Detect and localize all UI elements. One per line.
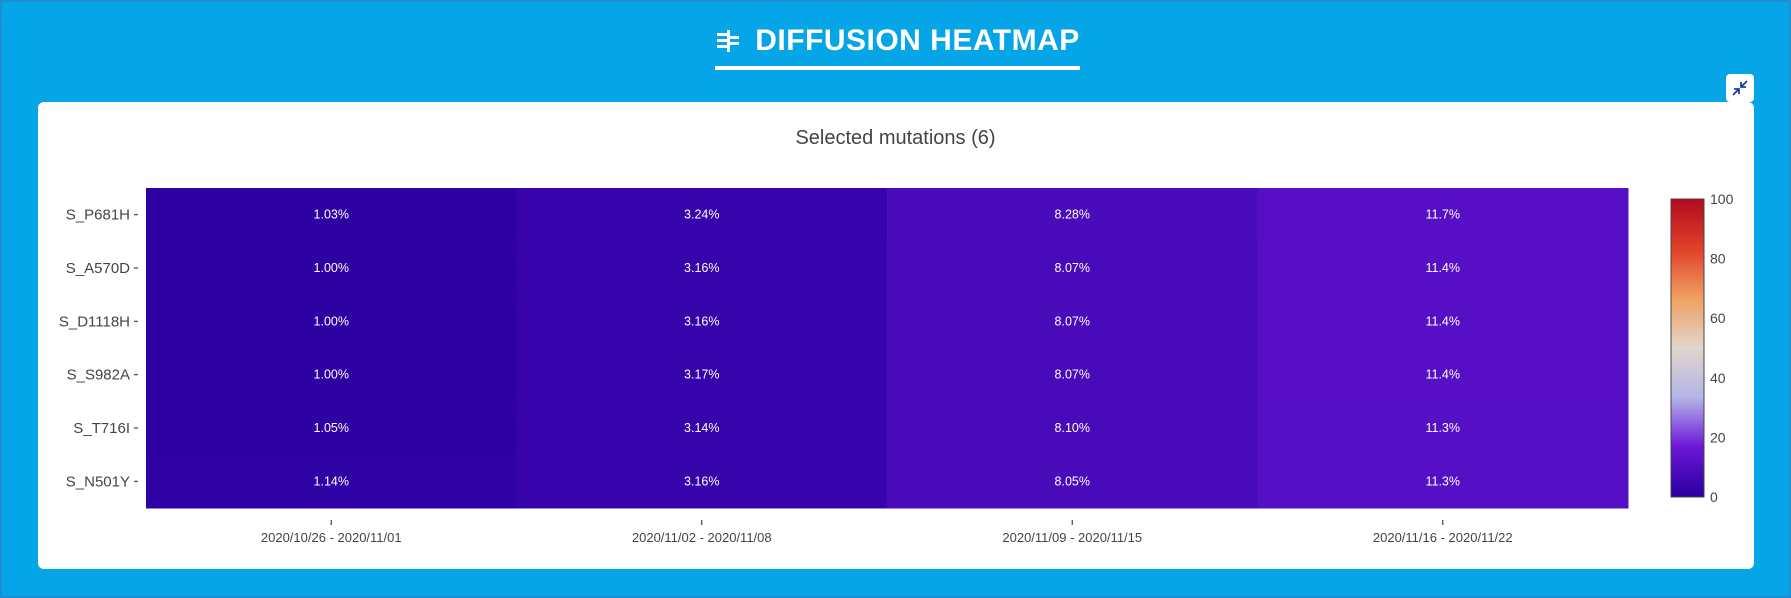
colorbar-tick-label: 80 xyxy=(1710,251,1726,267)
panel-header-title-group: DIFFUSION HEATMAP xyxy=(715,24,1080,70)
y-tick-label: S_D1118H xyxy=(59,313,130,330)
heatmap-cell-label: 3.16% xyxy=(684,261,719,275)
heatmap-cell-label: 8.05% xyxy=(1055,474,1090,488)
panel-title: DIFFUSION HEATMAP xyxy=(755,24,1080,57)
y-tick-label: S_N501Y xyxy=(66,473,130,490)
heatmap-cell-label: 1.00% xyxy=(314,314,349,328)
heatmap-cell-label: 11.4% xyxy=(1425,261,1460,275)
heatmap-cell-label: 3.16% xyxy=(684,314,719,328)
heatmap-cell[interactable] xyxy=(516,348,888,402)
heatmap-cell[interactable] xyxy=(146,401,517,456)
heatmap-cell-label: 8.07% xyxy=(1055,261,1090,275)
heatmap-cell[interactable] xyxy=(146,241,517,296)
colorbar xyxy=(1670,198,1705,498)
heatmap-cell[interactable] xyxy=(887,454,1258,509)
heatmap-cell-label: 11.7% xyxy=(1425,208,1460,222)
heatmap-cell[interactable] xyxy=(146,348,517,402)
heatmap-cell-label: 11.4% xyxy=(1425,368,1460,382)
heatmap-cell-label: 11.4% xyxy=(1425,314,1460,328)
x-tick-label: 2020/11/09 - 2020/11/15 xyxy=(1002,530,1142,545)
heatmap-cell-label: 3.17% xyxy=(684,368,719,382)
heatmap-cell-label: 8.10% xyxy=(1055,421,1090,435)
y-tick-label: S_T716I xyxy=(73,420,130,437)
heatmap-cell[interactable] xyxy=(1257,401,1629,456)
x-tick-label: 2020/11/16 - 2020/11/22 xyxy=(1373,530,1513,545)
colorbar-tick-label: 20 xyxy=(1710,429,1726,445)
collapse-button[interactable] xyxy=(1726,74,1754,102)
y-tick-label: S_P681H xyxy=(66,207,130,224)
colorbar-tick-label: 60 xyxy=(1710,310,1726,326)
chart-title: Selected mutations (6) xyxy=(795,127,996,149)
heatmap-cell[interactable] xyxy=(516,188,888,242)
collapse-icon xyxy=(1732,80,1748,96)
heatmap-cell[interactable] xyxy=(146,294,517,349)
heatmap-cell[interactable] xyxy=(887,348,1258,402)
heatmap-cell[interactable] xyxy=(887,188,1258,242)
heatmap-cell-label: 3.24% xyxy=(684,208,719,222)
y-tick-label: S_A570D xyxy=(66,260,130,277)
heatmap-cell[interactable] xyxy=(1257,294,1629,349)
y-tick-label: S_S982A xyxy=(67,367,130,384)
heatmap-cell-label: 1.14% xyxy=(314,474,349,488)
colorbar-tick-label: 0 xyxy=(1710,489,1718,505)
heatmap-cell-label: 1.00% xyxy=(314,368,349,382)
heatmap-cell-label: 11.3% xyxy=(1425,474,1460,488)
heatmap-cell[interactable] xyxy=(516,294,888,349)
colorbar-tick-label: 100 xyxy=(1710,191,1734,207)
heatmap-cell[interactable] xyxy=(146,188,517,242)
heatmap-cell[interactable] xyxy=(146,454,517,509)
heatmap-cell[interactable] xyxy=(1257,348,1629,402)
heatmap-cell[interactable] xyxy=(1257,454,1629,509)
heatmap-cell-label: 11.3% xyxy=(1425,421,1460,435)
heatmap-cell[interactable] xyxy=(516,241,888,296)
heatmap-cell-label: 1.00% xyxy=(314,261,349,275)
heatmap-cell[interactable] xyxy=(1257,188,1629,242)
heatmap-cell-label: 3.14% xyxy=(684,421,719,435)
heatmap-cell-label: 1.05% xyxy=(314,421,349,435)
heatmap-cell-label: 8.07% xyxy=(1055,314,1090,328)
heatmap-cell-label: 8.07% xyxy=(1055,368,1090,382)
heatmap-cell-label: 1.03% xyxy=(314,208,349,222)
heatmap-cell[interactable] xyxy=(887,241,1258,296)
heatmap-cell-label: 3.16% xyxy=(684,474,719,488)
colorbar-tick-label: 40 xyxy=(1710,370,1726,386)
heatmap-cell[interactable] xyxy=(516,401,888,456)
heatmap-cell[interactable] xyxy=(887,294,1258,349)
heatmap-cell[interactable] xyxy=(516,454,888,509)
diffusion-icon xyxy=(715,28,741,54)
panel-header: DIFFUSION HEATMAP xyxy=(2,24,1791,70)
heatmap-cell[interactable] xyxy=(887,401,1258,456)
x-tick-label: 2020/10/26 - 2020/11/01 xyxy=(261,530,402,545)
heatmap-cell[interactable] xyxy=(1257,241,1629,296)
x-tick-label: 2020/11/02 - 2020/11/08 xyxy=(632,530,772,545)
heatmap-cell-label: 8.28% xyxy=(1055,208,1090,222)
